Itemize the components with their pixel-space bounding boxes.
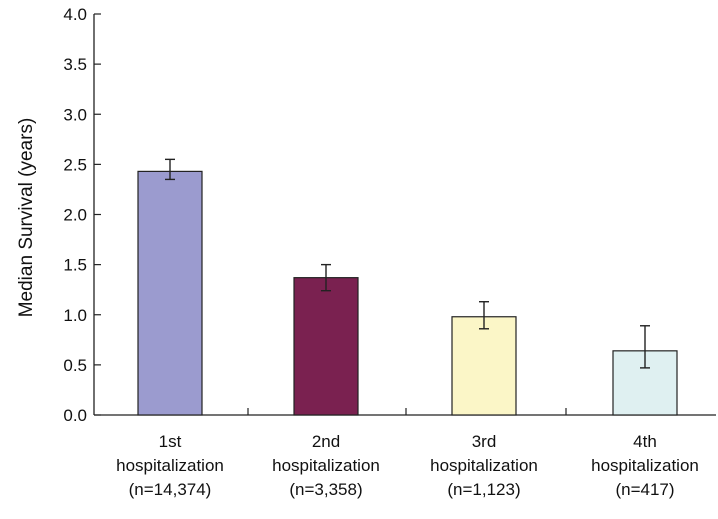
x-category-label: 1st bbox=[159, 432, 182, 451]
x-category-label: (n=417) bbox=[615, 480, 674, 499]
y-tick-label: 1.5 bbox=[63, 256, 87, 275]
x-category-label: 4th bbox=[633, 432, 657, 451]
x-category-label: hospitalization bbox=[116, 456, 224, 475]
x-category-label: 2nd bbox=[312, 432, 340, 451]
x-category-label: hospitalization bbox=[430, 456, 538, 475]
x-category-label: hospitalization bbox=[591, 456, 699, 475]
bar bbox=[451, 316, 517, 416]
bar bbox=[293, 277, 359, 416]
bar bbox=[137, 170, 203, 416]
y-tick-label: 2.5 bbox=[63, 155, 87, 174]
bars-layer bbox=[137, 170, 678, 416]
y-tick-label: 3.5 bbox=[63, 55, 87, 74]
x-category-label: (n=3,358) bbox=[289, 480, 362, 499]
x-category-label: hospitalization bbox=[272, 456, 380, 475]
y-tick-label: 0.0 bbox=[63, 406, 87, 425]
y-axis-title: Median Survival (years) bbox=[16, 118, 37, 318]
x-category-label: 3rd bbox=[472, 432, 497, 451]
y-tick-label: 3.0 bbox=[63, 105, 87, 124]
x-category-label: (n=1,123) bbox=[447, 480, 520, 499]
error-bars-layer bbox=[165, 158, 650, 369]
y-tick-label: 4.0 bbox=[63, 5, 87, 24]
y-tick-label: 1.0 bbox=[63, 306, 87, 325]
x-category-label: (n=14,374) bbox=[129, 480, 212, 499]
labels-layer: Median Survival (years) 1st hospitalizatio… bbox=[16, 118, 699, 499]
y-tick-label: 2.0 bbox=[63, 206, 87, 225]
y-tick-label: 0.5 bbox=[63, 356, 87, 375]
